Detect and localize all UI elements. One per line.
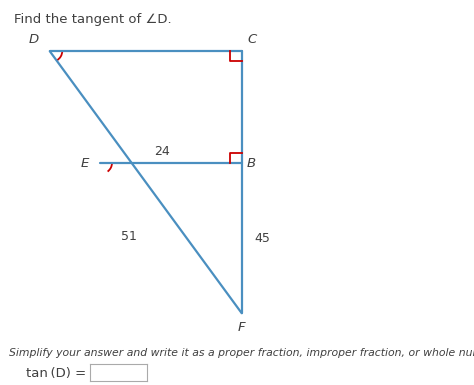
Text: Find the tangent of ∠D.: Find the tangent of ∠D. bbox=[14, 13, 172, 27]
Text: C: C bbox=[247, 33, 256, 47]
Text: tan (D) =: tan (D) = bbox=[26, 367, 86, 380]
Text: F: F bbox=[238, 321, 246, 334]
Text: E: E bbox=[81, 157, 89, 169]
Text: 51: 51 bbox=[121, 230, 137, 243]
Text: B: B bbox=[247, 157, 256, 169]
Text: Simplify your answer and write it as a proper fraction, improper fraction, or wh: Simplify your answer and write it as a p… bbox=[9, 348, 474, 358]
Text: D: D bbox=[29, 33, 39, 47]
Text: 24: 24 bbox=[154, 145, 170, 158]
Text: 45: 45 bbox=[254, 232, 270, 244]
